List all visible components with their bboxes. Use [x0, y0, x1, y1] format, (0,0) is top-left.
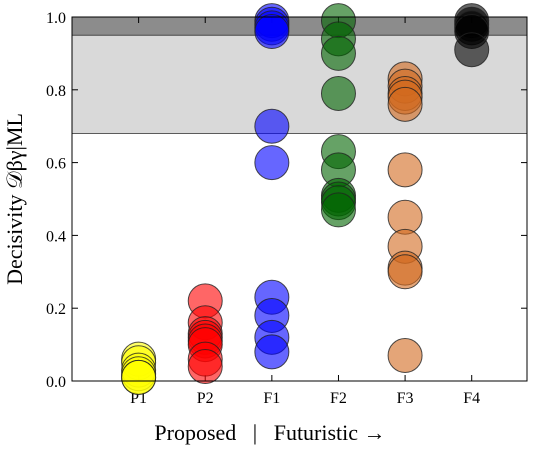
point	[387, 338, 423, 374]
point	[387, 152, 423, 188]
point	[387, 254, 423, 290]
plot-frame	[71, 16, 528, 382]
point	[254, 334, 290, 370]
point	[454, 32, 490, 68]
point	[320, 35, 356, 71]
x-tick-label: F2	[330, 390, 347, 407]
shaded-band	[72, 35, 527, 134]
point	[254, 145, 290, 181]
point	[320, 75, 356, 111]
x-axis-label: Proposed | Futuristic →	[154, 420, 385, 445]
point	[187, 348, 223, 384]
x-tick-label: F3	[397, 390, 414, 407]
x-tick-label: F4	[463, 390, 480, 407]
point	[254, 14, 290, 50]
point	[254, 108, 290, 144]
point	[387, 86, 423, 122]
x-tick-label: F1	[263, 390, 280, 407]
y-tick-label: 0.2	[46, 301, 66, 318]
point	[121, 359, 157, 395]
y-tick-label: 0.6	[46, 156, 66, 173]
shaded-band	[72, 17, 527, 36]
x-tick-label: P2	[197, 390, 214, 407]
y-tick-label: 0.0	[46, 374, 66, 391]
y-tick-label: 0.4	[46, 228, 66, 245]
y-tick-label: 1.0	[46, 10, 66, 27]
y-axis-label: Decisivity 𝒟βγ|ML	[2, 113, 27, 285]
point	[320, 192, 356, 228]
y-tick-label: 0.8	[46, 83, 66, 100]
